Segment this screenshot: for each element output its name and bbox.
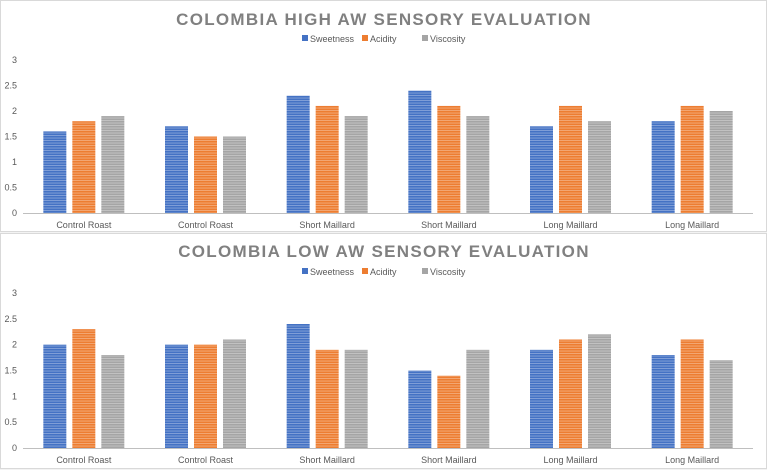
bar-acidity [680,339,704,448]
bar-viscosity [466,349,490,448]
x-category-label: Long Maillard [543,455,597,465]
bar-acidity [315,349,339,448]
legend-label-viscosity: Viscosity [430,267,466,277]
chart-title: COLOMBIA LOW AW SENSORY EVALUATION [178,242,590,261]
bar-viscosity [588,121,611,213]
legend-label-sweetness: Sweetness [310,34,355,44]
y-tick-label: 1 [12,391,17,401]
legend-swatch-viscosity [422,268,428,274]
bar-viscosity [101,355,125,448]
bar-acidity [194,136,217,213]
bar-viscosity [709,360,733,448]
y-tick-label: 1.5 [4,366,17,376]
bar-viscosity [223,136,246,213]
x-category-label: Short Maillard [421,220,477,230]
legend-swatch-viscosity [422,35,428,41]
x-category-label: Control Roast [56,220,112,230]
bar-sweetness [165,344,188,448]
x-category-label: Short Maillard [299,220,355,230]
bar-sweetness [651,121,675,213]
legend: Sweetness Acidity Viscosity [302,34,466,44]
legend-swatch-acidity [362,35,368,41]
legend: Sweetness Acidity Viscosity [302,267,466,277]
bar-viscosity [223,339,246,448]
bar-sweetness [530,126,553,213]
x-category-label: Short Maillard [299,455,355,465]
bar-acidity [72,121,96,213]
bar-viscosity [466,116,490,213]
chart-title: COLOMBIA HIGH AW SENSORY EVALUATION [176,10,592,29]
chart-high-aw-svg: COLOMBIA HIGH AW SENSORY EVALUATION Swee… [4,10,753,230]
x-category-label: Long Maillard [665,455,719,465]
bar-sweetness [43,344,67,448]
y-tick-label: 0 [12,208,17,218]
y-tick-label: 3 [12,288,17,298]
bar-viscosity [588,334,611,448]
y-tick-label: 1 [12,157,17,167]
x-category-label: Control Roast [178,220,234,230]
legend-label-acidity: Acidity [370,267,397,277]
chart-low-aw-svg: COLOMBIA LOW AW SENSORY EVALUATION Sweet… [4,242,753,465]
x-category-label: Control Roast [178,455,234,465]
bar-viscosity [344,349,368,448]
bar-acidity [437,375,461,448]
bar-sweetness [530,349,553,448]
legend-swatch-sweetness [302,35,308,41]
legend-swatch-acidity [362,268,368,274]
x-category-label: Long Maillard [543,220,597,230]
bar-acidity [559,339,582,448]
y-tick-label: 0.5 [4,183,17,193]
y-tick-label: 2 [12,106,17,116]
legend-swatch-sweetness [302,268,308,274]
bar-acidity [194,344,217,448]
bar-sweetness [651,355,675,448]
bar-viscosity [709,111,733,213]
bar-acidity [559,105,582,213]
chart-high-aw: COLOMBIA HIGH AW SENSORY EVALUATION Swee… [0,0,767,232]
bar-viscosity [344,116,368,213]
y-tick-label: 2 [12,340,17,350]
y-tick-label: 1.5 [4,132,17,142]
x-category-label: Short Maillard [421,455,477,465]
bar-acidity [680,105,704,213]
y-tick-label: 2.5 [4,314,17,324]
x-category-label: Long Maillard [665,220,719,230]
y-tick-label: 2.5 [4,81,17,91]
bar-sweetness [286,324,310,448]
x-category-label: Control Roast [56,455,112,465]
bar-acidity [72,329,96,448]
bar-viscosity [101,116,125,213]
chart-low-aw: COLOMBIA LOW AW SENSORY EVALUATION Sweet… [0,233,767,469]
y-tick-label: 3 [12,55,17,65]
bar-sweetness [286,95,310,213]
bar-acidity [315,105,339,213]
bar-sweetness [165,126,188,213]
y-tick-label: 0 [12,443,17,453]
legend-label-acidity: Acidity [370,34,397,44]
bar-sweetness [408,370,432,448]
bar-sweetness [408,90,432,213]
y-tick-label: 0.5 [4,417,17,427]
legend-label-viscosity: Viscosity [430,34,466,44]
bar-sweetness [43,131,67,213]
bar-acidity [437,105,461,213]
legend-label-sweetness: Sweetness [310,267,355,277]
